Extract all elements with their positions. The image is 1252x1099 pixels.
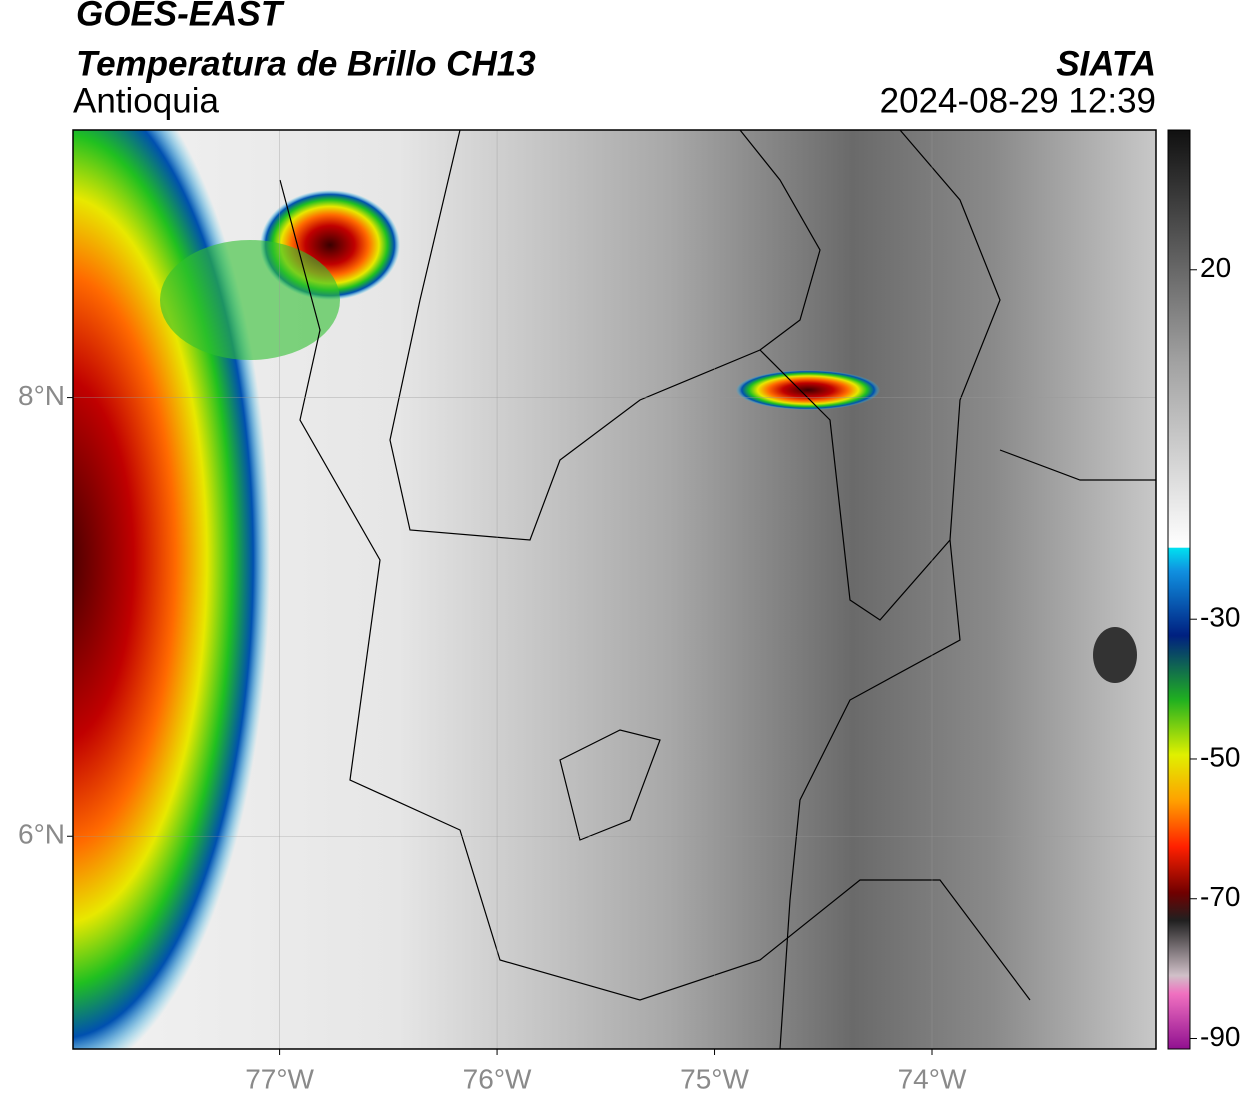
colorbar-tick-label: 20 <box>1200 252 1231 283</box>
timestamp: 2024-08-29 12:39 <box>880 81 1156 120</box>
x-tick-label: 77°W <box>245 1063 314 1094</box>
map-frame <box>72 129 1157 1050</box>
y-tick-label: 6°N <box>18 819 65 850</box>
colorbar-tick-label: -30 <box>1200 602 1240 633</box>
region: Antioquia <box>73 81 219 120</box>
product: Temperatura de Brillo CH13 <box>76 44 536 83</box>
colorbar-tick-label: -70 <box>1200 881 1240 912</box>
colorbar-tick-label: -90 <box>1200 1021 1240 1052</box>
x-tick-label: 74°W <box>898 1063 967 1094</box>
x-tick-label: 75°W <box>680 1063 749 1094</box>
colorbar-tick-label: -50 <box>1200 741 1240 772</box>
map-image <box>73 130 1156 1049</box>
grid <box>73 130 1156 1049</box>
satellite: GOES-EAST <box>76 0 285 33</box>
colorbar <box>1167 129 1191 1050</box>
x-tick-label: 76°W <box>463 1063 532 1094</box>
agency: SIATA <box>1056 44 1156 83</box>
y-tick-label: 8°N <box>18 380 65 411</box>
